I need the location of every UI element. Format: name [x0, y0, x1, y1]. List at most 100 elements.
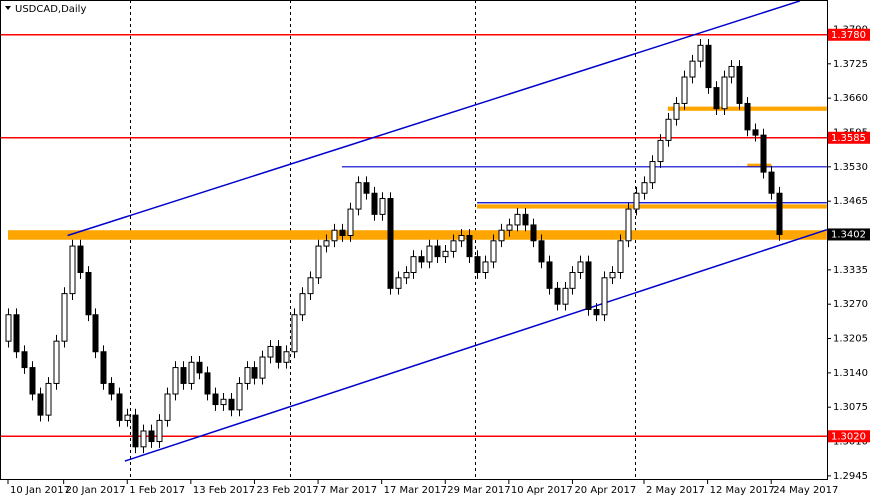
candle-body [53, 340, 60, 384]
candle-body [752, 129, 759, 136]
y-tick-label: 1.3465 [833, 196, 868, 207]
y-tick-label: 1.3660 [833, 93, 868, 104]
plot-border [0, 0, 828, 480]
candle-body [339, 229, 346, 237]
zone [477, 204, 827, 209]
candle-body [204, 372, 211, 395]
x-tick-label: 17 Mar 2017 [384, 485, 447, 496]
candle-body [196, 361, 203, 374]
x-tick-label: 13 Feb 2017 [193, 485, 255, 496]
candle-body [601, 277, 608, 316]
candle-body [307, 277, 314, 295]
candle-body [562, 287, 569, 305]
y-tick-label: 1.3270 [833, 299, 868, 310]
candle-body [530, 224, 537, 242]
candle-body [665, 118, 672, 141]
x-tick-label: 20 Apr 2017 [574, 485, 636, 496]
candle-body [283, 351, 290, 363]
candle-body [61, 293, 68, 342]
price-label: 1.3020 [831, 431, 866, 442]
candle-body [546, 261, 553, 289]
candle-body [85, 271, 92, 316]
candle-body [259, 356, 266, 379]
candle-body [736, 65, 743, 104]
candle-body [418, 256, 425, 263]
candle-body [116, 393, 123, 421]
y-tick-label: 1.3725 [833, 59, 868, 70]
y-tick-label: 1.3140 [833, 368, 868, 379]
candle-body [148, 430, 155, 443]
x-tick-label: 24 May 2017 [773, 485, 838, 496]
candle-body [132, 414, 139, 448]
candle-body [768, 171, 775, 194]
x-tick-label: 10 Apr 2017 [511, 485, 573, 496]
candle-body [100, 351, 107, 384]
candle-body [387, 198, 394, 289]
candle-body [633, 192, 640, 210]
candle-body [29, 367, 36, 395]
candle-body [538, 240, 545, 263]
candle-body [649, 161, 656, 184]
x-tick-label: 2 May 2017 [646, 485, 705, 496]
candle-body [577, 261, 584, 273]
candle-body [363, 182, 370, 194]
price-label: 1.3780 [831, 30, 866, 41]
candle-body [172, 367, 179, 395]
price-label: 1.3585 [831, 133, 866, 144]
candle-body [140, 430, 147, 448]
candle-body [275, 345, 282, 363]
y-tick-label: 1.3530 [833, 162, 868, 173]
price-label-box [828, 131, 870, 144]
zone [747, 163, 772, 167]
candle-body [458, 235, 465, 242]
trendline [124, 228, 828, 462]
candle-body [681, 76, 688, 104]
candle-body [403, 271, 410, 279]
candle-body [450, 240, 457, 252]
candle-body [689, 60, 696, 78]
candle-body [156, 419, 163, 443]
candle-body [609, 271, 616, 279]
candle-body [593, 308, 600, 316]
candle-body [744, 102, 751, 131]
chart-title: USDCAD,Daily [15, 4, 86, 15]
candle-body [569, 271, 576, 289]
candle-body [228, 398, 235, 411]
candle-body [244, 367, 251, 384]
candle-body [728, 65, 735, 78]
candle-body [291, 314, 298, 353]
candle-body [625, 208, 632, 242]
candle-body [379, 198, 386, 215]
candle-body [410, 256, 417, 273]
y-tick-label: 1.3335 [833, 265, 868, 276]
candle-body [466, 235, 473, 258]
candle-body [267, 345, 274, 358]
candle-body [554, 287, 561, 305]
menu-arrow[interactable] [5, 6, 11, 10]
x-tick-label: 10 Jan 2017 [10, 485, 70, 496]
x-tick-label: 29 Mar 2017 [447, 485, 510, 496]
candle-body [180, 367, 187, 384]
candle-body [37, 393, 44, 416]
x-tick-label: 7 Mar 2017 [320, 485, 377, 496]
candle-body [315, 245, 322, 279]
plot [0, 0, 828, 462]
candle-body [522, 213, 529, 226]
candle-body [673, 102, 680, 120]
candle-body [299, 293, 306, 316]
price-label-box [828, 228, 870, 241]
x-tick-label: 23 Feb 2017 [256, 485, 318, 496]
candle-body [69, 245, 76, 295]
candle-body [371, 192, 378, 215]
x-tick-label: 12 May 2017 [710, 485, 775, 496]
price-label-box [828, 28, 870, 41]
candle-body [347, 208, 354, 237]
y-tick-label: 1.2945 [833, 471, 868, 482]
candle-body [697, 44, 704, 62]
trendline [67, 0, 801, 237]
candle-body [490, 240, 497, 263]
price-label: 1.3402 [831, 229, 866, 240]
candle-body [236, 382, 243, 411]
candle-body [498, 229, 505, 242]
x-tick-label: 20 Jan 2017 [66, 485, 126, 496]
